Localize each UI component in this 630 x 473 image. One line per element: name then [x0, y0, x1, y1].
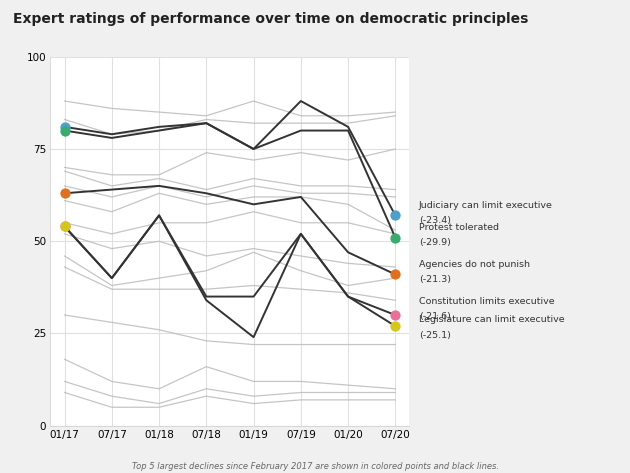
Text: (-21.3): (-21.3) [419, 275, 451, 284]
Point [59, 190, 69, 197]
Text: Legislature can limit executive: Legislature can limit executive [419, 315, 564, 324]
Point [59, 123, 69, 131]
Text: Judiciary can limit executive: Judiciary can limit executive [419, 201, 553, 210]
Text: Agencies do not punish: Agencies do not punish [419, 260, 530, 269]
Text: Expert ratings of performance over time on democratic principles: Expert ratings of performance over time … [13, 12, 528, 26]
Text: Top 5 largest declines since February 2017 are shown in colored points and black: Top 5 largest declines since February 20… [132, 462, 498, 471]
Text: (-25.1): (-25.1) [419, 331, 451, 340]
Point [390, 322, 400, 330]
Point [59, 127, 69, 134]
Point [59, 223, 69, 230]
Text: (-23.4): (-23.4) [419, 216, 451, 225]
Point [390, 211, 400, 219]
Text: (-29.9): (-29.9) [419, 238, 451, 247]
Text: Protest tolerated: Protest tolerated [419, 223, 499, 232]
Text: (-21.6): (-21.6) [419, 312, 451, 321]
Point [390, 311, 400, 319]
Point [59, 223, 69, 230]
Text: Constitution limits executive: Constitution limits executive [419, 297, 554, 306]
Point [390, 234, 400, 241]
Point [390, 271, 400, 278]
